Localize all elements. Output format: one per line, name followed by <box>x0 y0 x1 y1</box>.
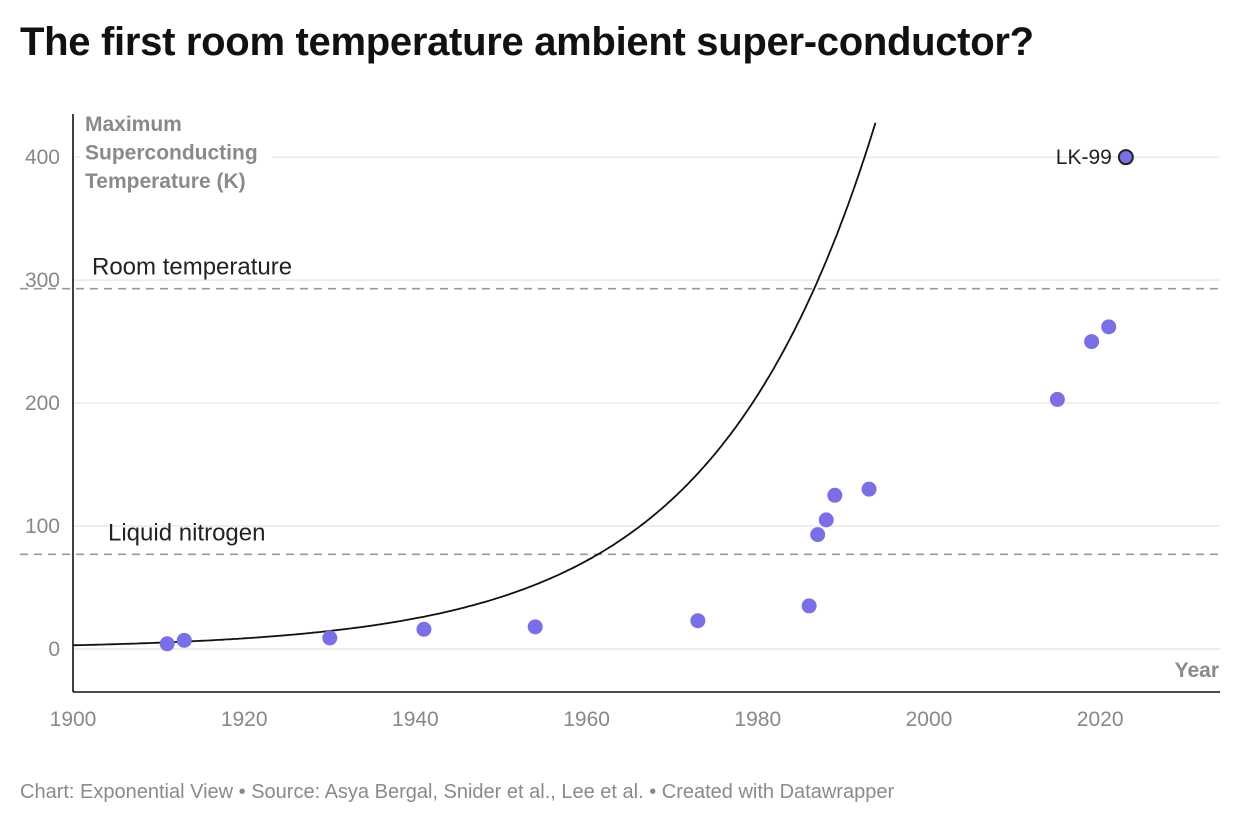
y-tick-label-400: 400 <box>25 146 60 169</box>
x-tick-label-2020: 2020 <box>1077 708 1124 731</box>
x-tick-label-1920: 1920 <box>221 708 268 731</box>
reference-label-1: Liquid nitrogen <box>108 519 265 546</box>
x-axis-title: Year <box>1175 659 1219 682</box>
data-point-12 <box>1084 334 1100 350</box>
data-point-6 <box>801 598 817 614</box>
data-point-1 <box>176 632 192 648</box>
data-point-2 <box>322 630 338 646</box>
chart-title: The first room temperature ambient super… <box>20 20 1034 64</box>
trend-line <box>72 122 877 647</box>
chart-footer: Chart: Exponential View • Source: Asya B… <box>20 781 895 803</box>
x-tick-label-1980: 1980 <box>734 708 781 731</box>
data-point-0 <box>159 636 175 652</box>
y-axis-title-backdrop <box>80 108 272 198</box>
data-point-5 <box>690 613 706 629</box>
y-axis-title-line-0: Maximum <box>85 113 182 136</box>
data-point-10 <box>861 481 877 497</box>
reference-lines <box>20 287 1220 556</box>
data-point-9 <box>827 487 843 503</box>
x-tick-label-1940: 1940 <box>392 708 439 731</box>
highlight-point <box>1117 149 1134 166</box>
trend-line-group <box>72 122 877 647</box>
data-points <box>159 149 1134 652</box>
data-point-8 <box>818 512 834 528</box>
reference-label-0: Room temperature <box>92 254 292 281</box>
highlight-label: LK-99 <box>1056 146 1112 169</box>
x-tick-label-1960: 1960 <box>563 708 610 731</box>
x-tick-label-1900: 1900 <box>50 708 97 731</box>
data-point-13 <box>1101 319 1117 335</box>
y-axis-title-line-1: Superconducting <box>85 142 258 165</box>
grid-lines <box>73 156 1220 650</box>
y-tick-label-200: 200 <box>25 392 60 415</box>
axes: 0 100 200 300 400 1900 1920 1940 1960 1980 2000 202… <box>25 114 1220 731</box>
y-tick-label-100: 100 <box>25 515 60 538</box>
y-tick-label-300: 300 <box>25 269 60 292</box>
y-axis-title-line-2: Temperature (K) <box>85 170 246 193</box>
chart-labels: Room temperature Liquid nitrogen LK-99 Maxi… <box>80 108 1219 682</box>
y-tick-label-0: 0 <box>48 638 60 661</box>
x-tick-label-2000: 2000 <box>906 708 953 731</box>
data-point-4 <box>527 619 543 635</box>
chart-svg: 0 100 200 300 400 1900 1920 1940 1960 1980 2000 202… <box>20 108 1220 731</box>
data-point-7 <box>810 527 826 543</box>
data-point-3 <box>416 621 432 637</box>
data-point-11 <box>1049 391 1065 407</box>
